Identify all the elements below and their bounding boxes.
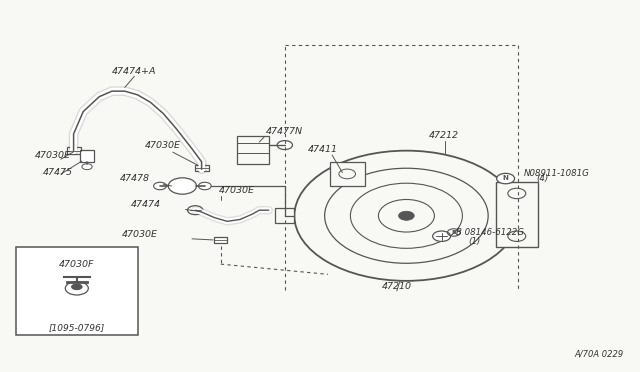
- Bar: [237, 136, 269, 164]
- Text: B 08146-6122G: B 08146-6122G: [456, 228, 524, 237]
- Circle shape: [433, 231, 451, 241]
- Text: 47030E: 47030E: [219, 186, 255, 195]
- Text: A/70A 0229: A/70A 0229: [575, 350, 624, 359]
- Circle shape: [71, 283, 83, 290]
- Circle shape: [198, 182, 211, 190]
- Circle shape: [65, 282, 88, 295]
- Text: N: N: [502, 175, 508, 181]
- Circle shape: [82, 164, 92, 170]
- Text: 47212: 47212: [429, 131, 458, 140]
- Text: 47474: 47474: [131, 201, 161, 209]
- Circle shape: [508, 231, 526, 241]
- Text: 47411: 47411: [308, 145, 338, 154]
- Text: 47030E: 47030E: [122, 230, 157, 239]
- Circle shape: [399, 211, 414, 220]
- Text: (4): (4): [536, 174, 548, 183]
- Text: 47210: 47210: [382, 282, 412, 291]
- Circle shape: [277, 141, 292, 150]
- Bar: [496, 182, 538, 247]
- Bar: [214, 237, 227, 243]
- Circle shape: [168, 178, 196, 194]
- Text: (1): (1): [468, 237, 481, 246]
- Text: 47475: 47475: [43, 169, 73, 177]
- Text: 47030F: 47030F: [59, 260, 95, 269]
- Text: 47474+A: 47474+A: [112, 67, 157, 76]
- Circle shape: [154, 182, 166, 190]
- Text: 47477N: 47477N: [266, 127, 303, 136]
- Circle shape: [188, 206, 203, 215]
- Text: 47478: 47478: [120, 174, 150, 183]
- Text: B: B: [451, 230, 456, 235]
- Bar: [330, 162, 365, 186]
- Bar: [80, 150, 94, 162]
- Text: 47030E: 47030E: [35, 151, 71, 160]
- Bar: [67, 147, 81, 154]
- Circle shape: [508, 188, 526, 199]
- Bar: [275, 208, 294, 223]
- Text: [1095-0796]: [1095-0796]: [49, 323, 105, 332]
- Text: 47030E: 47030E: [145, 141, 181, 150]
- Text: N08911-1081G: N08911-1081G: [524, 169, 589, 178]
- Circle shape: [497, 173, 515, 184]
- Circle shape: [339, 169, 356, 179]
- Bar: [16, 247, 138, 335]
- Bar: [195, 165, 209, 171]
